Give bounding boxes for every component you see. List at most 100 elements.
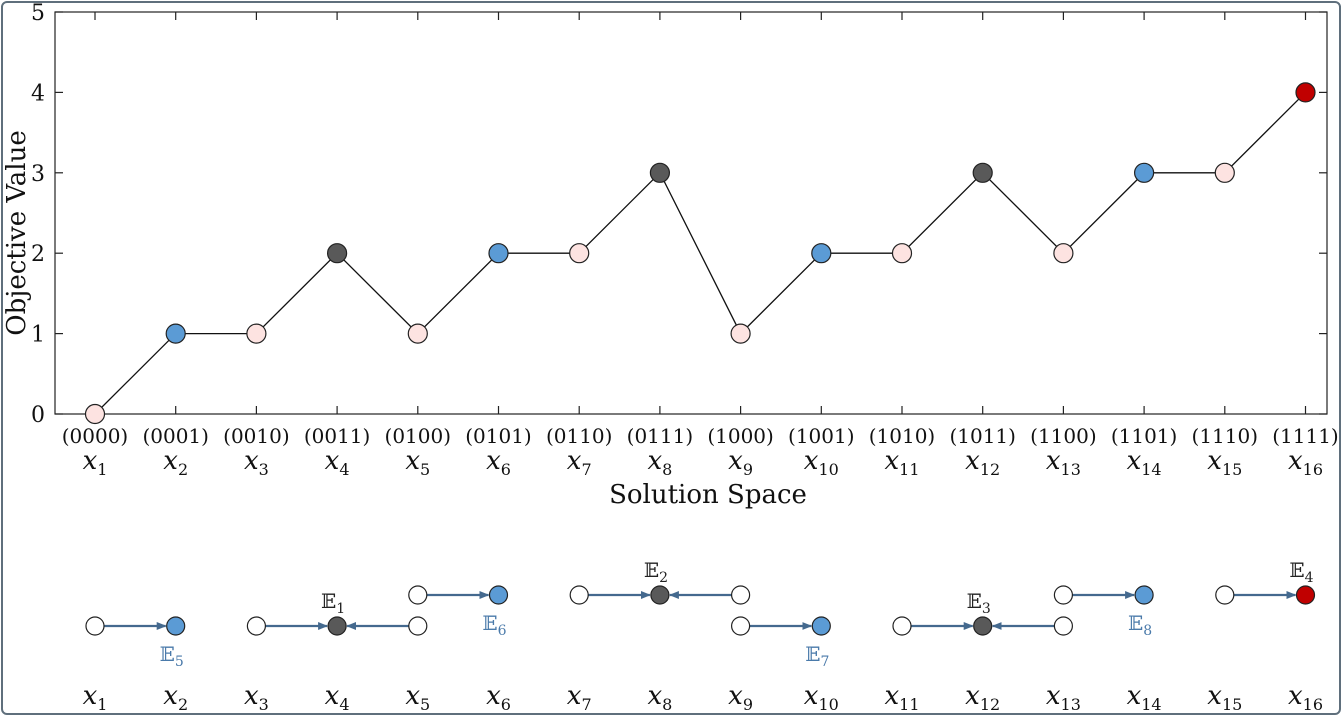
x-axis-label: Solution Space: [609, 480, 807, 510]
series-line: [94, 91, 1306, 415]
basin-label: 𝔼5: [160, 642, 184, 670]
basin-node: [892, 616, 912, 636]
x-variable-label: x7: [567, 446, 592, 479]
x-binary-label: (0111): [627, 424, 694, 448]
data-point: [1053, 243, 1074, 264]
basin-node: [569, 585, 589, 605]
basin-node: [408, 616, 428, 636]
basin-node: [1134, 585, 1154, 605]
plot-frame: [54, 11, 1328, 415]
x-binary-label: (0011): [304, 424, 371, 448]
data-point: [811, 243, 832, 264]
basin-node: [650, 585, 670, 605]
x-binary-label: (0010): [223, 424, 290, 448]
x-variable-label: x4: [325, 446, 350, 479]
basin-variable-label: x6: [486, 681, 511, 714]
y-tick-label: 3: [31, 162, 45, 187]
data-point: [1214, 162, 1235, 183]
basin-variable-label: x14: [1127, 681, 1162, 714]
x-variable-label: x16: [1288, 446, 1323, 479]
data-point: [730, 323, 751, 344]
basin-node: [1053, 585, 1074, 605]
x-binary-label: (1011): [949, 424, 1016, 448]
basin-variable-label: x9: [728, 681, 753, 714]
basin-variable-label: x13: [1046, 681, 1081, 714]
basin-node: [85, 616, 105, 636]
basin-node: [1053, 616, 1074, 636]
basin-variable-label: x11: [884, 681, 919, 714]
basin-node: [811, 616, 831, 636]
x-binary-label: (0101): [465, 424, 532, 448]
data-point: [972, 162, 993, 183]
x-binary-label: (1101): [1111, 424, 1178, 448]
x-variable-label: x15: [1207, 446, 1242, 479]
data-point: [407, 323, 428, 344]
data-point: [1295, 82, 1316, 103]
basin-label: 𝔼2: [644, 558, 668, 586]
basin-node: [246, 616, 266, 636]
data-point: [1133, 162, 1155, 183]
x-variable-label: x6: [486, 446, 511, 479]
x-binary-label: (1010): [869, 424, 936, 448]
x-variable-label: x14: [1127, 446, 1162, 479]
basin-diagram: 𝔼1 𝔼2 𝔼3 𝔼4 𝔼5 𝔼6 𝔼7 𝔼8 x1 x2 x3 x4 x5 x6 x7 x8 x9 x10 x11…: [83, 558, 1323, 714]
x-variable-label: x5: [405, 446, 430, 479]
x-variable-label: x10: [804, 446, 839, 479]
x-binary-label: (0001): [142, 424, 209, 448]
x-binary-label: (1100): [1030, 424, 1097, 448]
basin-variable-label: x10: [804, 681, 839, 714]
y-tick-label: 1: [31, 323, 45, 348]
x-binary-label: (1001): [788, 424, 855, 448]
basin-node: [488, 585, 509, 605]
x-binary-label: (1000): [707, 424, 774, 448]
x-variable-label: x13: [1046, 446, 1081, 479]
data-point: [165, 323, 186, 344]
basin-variable-label: x2: [163, 681, 188, 714]
basin-variable-label: x7: [567, 681, 592, 714]
x-variable-label: x12: [965, 446, 1000, 479]
basin-label: 𝔼6: [482, 611, 506, 639]
data-point: [569, 243, 590, 264]
basin-label: 𝔼8: [1128, 611, 1152, 639]
x-binary-label: (1110): [1192, 424, 1259, 448]
basin-node: [327, 616, 347, 636]
basin-variable-label: x3: [244, 681, 269, 714]
basin-node: [973, 616, 993, 636]
basin-node: [1215, 585, 1235, 605]
basin-node: [1295, 585, 1316, 605]
basin-label: 𝔼4: [1289, 558, 1313, 586]
data-point: [84, 403, 106, 425]
data-point: [649, 162, 671, 183]
data-point: [246, 323, 267, 344]
x-binary-label: (0100): [385, 424, 452, 448]
x-variable-label: x3: [244, 446, 269, 479]
data-point: [891, 243, 913, 264]
plot-area: 0 1 2 3 4 5 (0000)x1 (0001)x2 (0010)x3 (0011)x4 (0…: [31, 1, 1339, 479]
y-axis-label: Objective Value: [2, 130, 32, 335]
basin-variable-label: x15: [1207, 681, 1242, 714]
y-tick-label: 4: [31, 81, 45, 106]
y-tick-label: 5: [31, 1, 45, 26]
basin-label: 𝔼1: [321, 589, 345, 617]
basin-node: [730, 585, 751, 605]
y-tick-label: 2: [31, 242, 45, 267]
basin-node: [166, 616, 186, 636]
basin-label: 𝔼7: [805, 642, 829, 670]
x-binary-label: (1111): [1272, 424, 1339, 448]
data-point: [488, 243, 509, 264]
basin-label: 𝔼3: [967, 589, 991, 617]
x-variable-label: x2: [163, 446, 188, 479]
y-tick-label: 0: [31, 403, 45, 428]
basin-variable-label: x5: [405, 681, 430, 714]
x-binary-label: (0110): [546, 424, 613, 448]
basin-node: [730, 616, 751, 636]
x-variable-label: x11: [884, 446, 919, 479]
data-point: [327, 243, 348, 264]
x-variable-label: x8: [647, 446, 672, 479]
basin-variable-label: x4: [325, 681, 350, 714]
basin-variable-label: x1: [83, 681, 108, 714]
basin-variable-label: x16: [1288, 681, 1323, 714]
basin-node: [408, 585, 428, 605]
x-binary-label: (0000): [62, 424, 129, 448]
